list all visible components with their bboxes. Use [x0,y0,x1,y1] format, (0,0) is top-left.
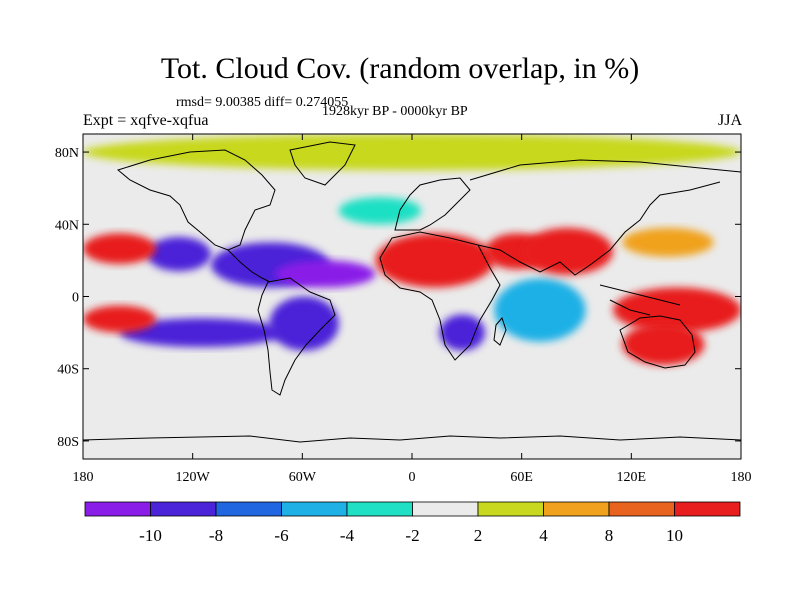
coastlines [83,141,741,443]
colorbar-swatch [674,501,741,517]
field-indian-ocean-blue [494,278,586,342]
field-arctic-mixed [83,134,741,171]
season-label: JJA [717,112,742,129]
y-tick-label: 40N [55,218,79,233]
colorbar-label: -4 [340,526,355,545]
field-west-pacific-red [613,287,741,333]
field-australia-red [622,323,705,366]
map-title: Tot. Cloud Cov. (random overlap, in %) [160,52,640,85]
x-tick-label: 60E [510,470,533,485]
x-tick-label: 120E [617,470,647,485]
colorbar-swatch [412,501,479,517]
field-south-america-purple [269,296,339,351]
y-tick-label: 80S [57,435,79,450]
coastline-north-america [116,149,276,251]
field-north-atlantic-cyan [338,197,422,225]
field-na-pacific-purple-band [146,236,211,272]
colorbar-label: 10 [666,526,683,545]
x-tick-label: 180 [73,470,94,485]
coastline-southeast-asia [599,284,681,316]
colorbar-label: 8 [605,526,614,545]
colorbar-swatch [84,501,151,517]
field-antarctic-mixed [192,422,741,459]
colorbar-swatch [150,501,217,517]
coastline-south-america [257,277,336,396]
colorbar-label: -6 [274,526,288,545]
field-southern-africa-purple [439,314,486,351]
y-tick-label: 40S [57,363,79,378]
colorbar-label: -8 [209,526,223,545]
colorbar-swatch [346,501,413,517]
colorbar-swatch [543,501,610,517]
colorbar: -10 -8 -6 -4 -2 2 4 8 10 [84,501,741,545]
stats-label: rmsd= 9.00385 diff= 0.274055 [176,95,349,110]
colorbar-swatch [608,501,675,517]
coastline-australia [619,315,696,369]
map-panel: 180 120W 60W 0 60E 120E 180 80N 40N 0 40S 80S [55,133,752,485]
x-axis: 180 120W 60W 0 60E 120E 180 [73,134,752,485]
experiment-label: Expt = xqfve-xqfua [83,112,209,129]
field-nw-pacific-orange [622,227,714,257]
field-tropical-atlantic-purple [274,260,376,288]
field-north-africa-red [375,233,495,288]
colorbar-label: -2 [405,526,419,545]
y-axis: 80N 40N 0 40S 80S [55,146,741,450]
field-east-pacific-purple-band [119,318,285,348]
colorbar-swatch [215,501,282,517]
x-tick-label: 180 [731,470,752,485]
x-tick-label: 120W [176,470,211,485]
field-north-pacific-red [83,233,157,264]
coastline-africa [379,231,501,361]
x-tick-label: 0 [409,470,416,485]
x-tick-label: 60W [289,470,317,485]
colorbar-swatch [477,501,544,517]
coastline-europe [394,177,471,231]
coastline-greenland [289,141,356,186]
period-label: 1928kyr BP - 0000kyr BP [322,104,468,119]
colorbar-label: 4 [539,526,548,545]
coastline-madagascar [493,317,507,346]
colorbar-label: -10 [139,526,162,545]
coastline-asia [469,159,741,276]
field-central-pacific-red [83,305,157,333]
y-tick-label: 80N [55,146,79,161]
y-tick-label: 0 [72,291,79,306]
coastline-central-america [227,249,271,283]
colorbar-swatch [281,501,348,517]
colorbar-label: 2 [474,526,483,545]
coastline-antarctica [83,435,741,443]
field-india-red [521,227,614,275]
